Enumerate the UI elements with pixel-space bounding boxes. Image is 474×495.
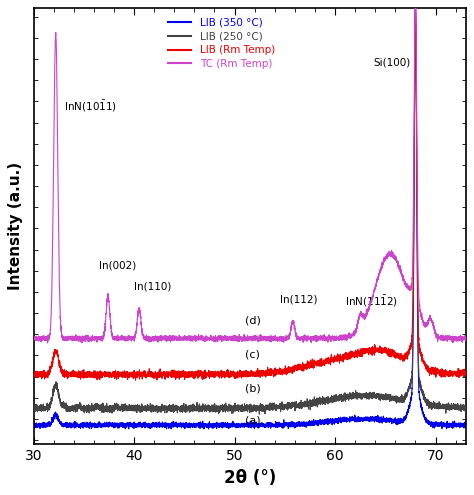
Text: InN(11$\bar{1}$2): InN(11$\bar{1}$2) xyxy=(345,294,398,309)
Text: (b): (b) xyxy=(245,383,260,394)
Text: (d): (d) xyxy=(245,316,261,326)
Text: (a): (a) xyxy=(245,415,260,425)
Text: Si(100): Si(100) xyxy=(373,57,410,68)
Text: In(110): In(110) xyxy=(134,282,172,292)
Text: InN(10$\bar{1}$1): InN(10$\bar{1}$1) xyxy=(64,99,117,114)
Legend: LIB (350 °C), LIB (250 °C), LIB (Rm Temp), TC (Rm Temp): LIB (350 °C), LIB (250 °C), LIB (Rm Temp… xyxy=(168,18,275,69)
Text: (c): (c) xyxy=(245,349,259,359)
Y-axis label: Intensity (a.u.): Intensity (a.u.) xyxy=(9,162,23,291)
Text: In(112): In(112) xyxy=(280,295,317,304)
X-axis label: 2θ (°): 2θ (°) xyxy=(224,469,276,487)
Text: In(002): In(002) xyxy=(99,261,136,271)
